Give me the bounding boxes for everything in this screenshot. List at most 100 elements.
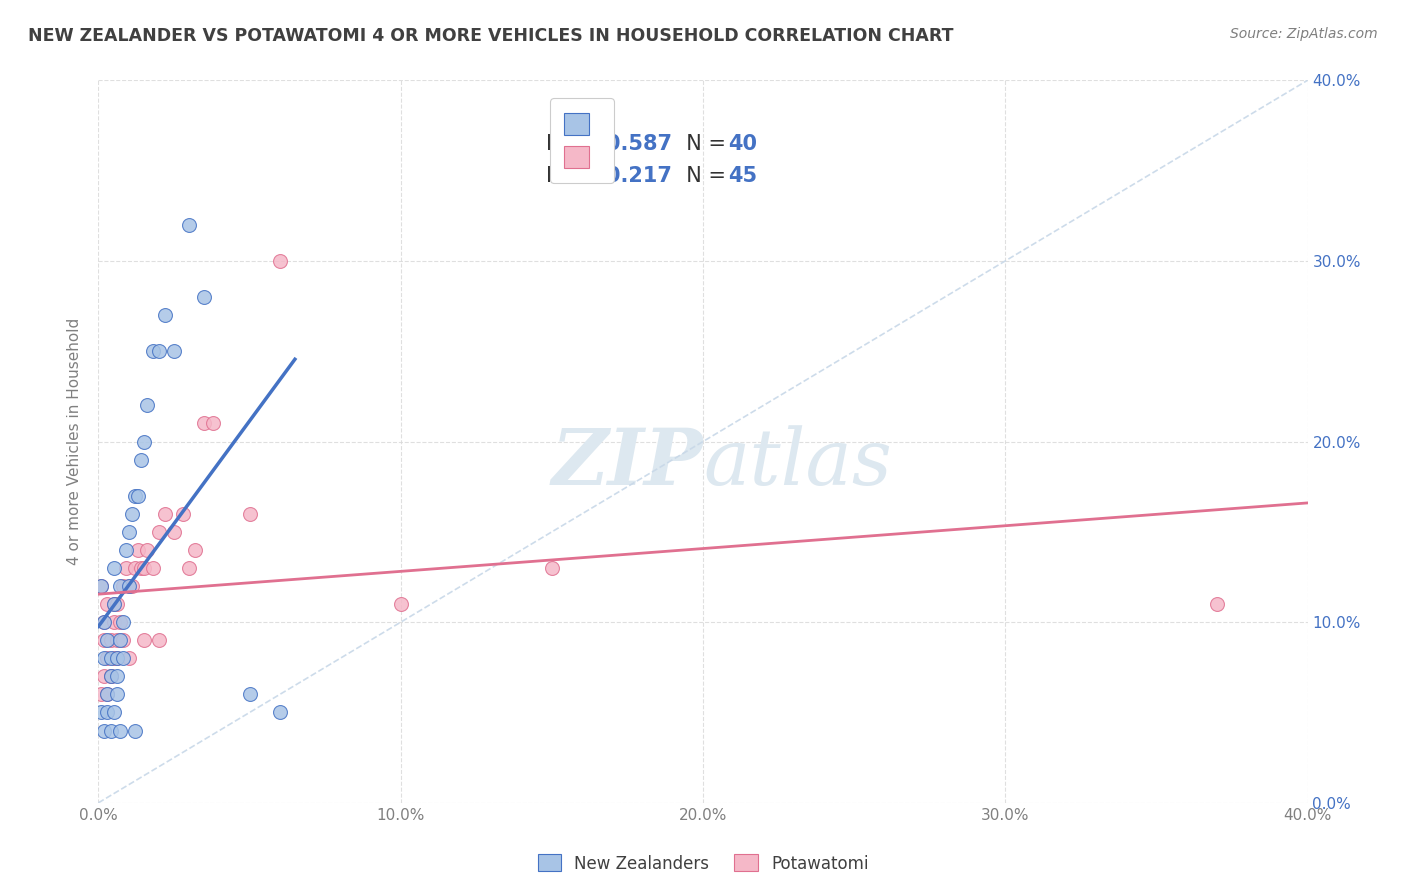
Point <box>121 579 143 593</box>
Point <box>121 507 143 521</box>
Point <box>193 417 215 431</box>
Point <box>90 706 112 720</box>
Point <box>540 561 562 575</box>
Point <box>90 579 112 593</box>
Point <box>105 687 128 701</box>
Point <box>108 633 131 648</box>
Point <box>111 579 134 593</box>
Point <box>118 579 141 593</box>
Point <box>118 524 141 539</box>
Text: 45: 45 <box>728 166 758 186</box>
Point <box>108 723 131 738</box>
Point <box>105 669 128 683</box>
Point <box>93 723 115 738</box>
Point <box>93 669 115 683</box>
Point <box>172 507 194 521</box>
Text: R =: R = <box>546 166 591 186</box>
Text: atlas: atlas <box>703 425 891 501</box>
Text: NEW ZEALANDER VS POTAWATOMI 4 OR MORE VEHICLES IN HOUSEHOLD CORRELATION CHART: NEW ZEALANDER VS POTAWATOMI 4 OR MORE VE… <box>28 27 953 45</box>
Point <box>135 542 157 557</box>
Point <box>114 542 136 557</box>
Point <box>93 615 115 630</box>
Point <box>96 651 118 665</box>
Text: 0.217: 0.217 <box>606 166 672 186</box>
Point <box>105 651 128 665</box>
Point <box>111 615 134 630</box>
Point <box>179 561 201 575</box>
Text: N =: N = <box>672 134 733 153</box>
Point <box>1206 597 1229 611</box>
Point <box>163 524 186 539</box>
Point <box>96 687 118 701</box>
Text: 40: 40 <box>728 134 758 153</box>
Point <box>103 706 125 720</box>
Point <box>114 561 136 575</box>
Point <box>111 651 134 665</box>
Y-axis label: 4 or more Vehicles in Household: 4 or more Vehicles in Household <box>67 318 83 566</box>
Point <box>103 597 125 611</box>
Point <box>124 561 146 575</box>
Text: N =: N = <box>672 166 733 186</box>
Text: Source: ZipAtlas.com: Source: ZipAtlas.com <box>1230 27 1378 41</box>
Point <box>108 615 131 630</box>
Point <box>108 579 131 593</box>
Point <box>389 597 412 611</box>
Point <box>111 633 134 648</box>
Point <box>100 669 122 683</box>
Point <box>103 615 125 630</box>
Point <box>148 633 170 648</box>
Point <box>100 723 122 738</box>
Point <box>269 254 291 268</box>
Point <box>153 507 176 521</box>
Point <box>132 561 155 575</box>
Point <box>100 669 122 683</box>
Point <box>100 669 122 683</box>
Point <box>127 542 149 557</box>
Point <box>90 687 112 701</box>
Point <box>142 561 165 575</box>
Point <box>96 687 118 701</box>
Point <box>142 344 165 359</box>
Text: 0.587: 0.587 <box>606 134 672 153</box>
Point <box>239 687 262 701</box>
Text: ZIP: ZIP <box>551 425 703 501</box>
Point <box>148 524 170 539</box>
Point <box>96 706 118 720</box>
Point <box>269 706 291 720</box>
Point <box>93 633 115 648</box>
Point <box>96 597 118 611</box>
Point <box>93 615 115 630</box>
Point <box>103 651 125 665</box>
Legend: New Zealanders, Potawatomi: New Zealanders, Potawatomi <box>531 847 875 880</box>
Point <box>124 489 146 503</box>
Point <box>193 290 215 304</box>
Point <box>124 723 146 738</box>
Point <box>202 417 225 431</box>
Point <box>100 633 122 648</box>
Point <box>90 579 112 593</box>
Point <box>148 344 170 359</box>
Point <box>179 218 201 232</box>
Point <box>93 651 115 665</box>
Point <box>129 561 152 575</box>
Point <box>100 651 122 665</box>
Point <box>135 398 157 412</box>
Point <box>96 633 118 648</box>
Point <box>184 542 207 557</box>
Point <box>153 308 176 322</box>
Point <box>105 651 128 665</box>
Point <box>103 561 125 575</box>
Point <box>163 344 186 359</box>
Point <box>118 651 141 665</box>
Point <box>103 597 125 611</box>
Legend: , : , <box>550 98 614 183</box>
Point <box>105 633 128 648</box>
Point <box>129 452 152 467</box>
Point <box>132 434 155 449</box>
Point <box>105 597 128 611</box>
Point <box>127 489 149 503</box>
Point <box>132 633 155 648</box>
Point <box>239 507 262 521</box>
Point <box>118 579 141 593</box>
Text: R =: R = <box>546 134 591 153</box>
